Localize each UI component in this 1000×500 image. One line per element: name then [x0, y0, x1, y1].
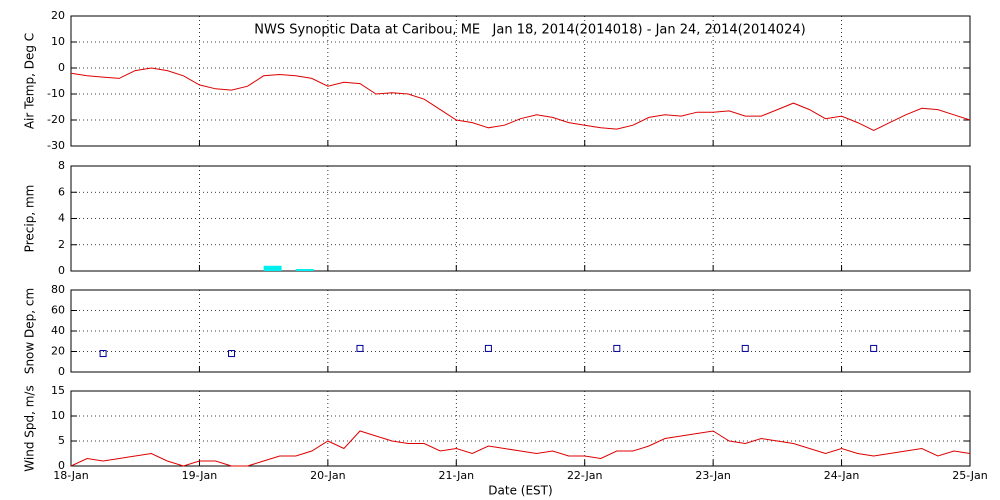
y-axis-label: Snow Dep, cm	[23, 288, 37, 374]
x-axis-label: Date (EST)	[488, 484, 552, 498]
x-tick-label: 24-Jan	[824, 469, 860, 482]
x-tick-label: 21-Jan	[439, 469, 475, 482]
y-tick-label: 80	[51, 283, 65, 296]
x-tick-label: 23-Jan	[695, 469, 731, 482]
y-tick-label: 60	[51, 304, 65, 317]
x-tick-label: 20-Jan	[310, 469, 346, 482]
x-tick-label: 22-Jan	[567, 469, 603, 482]
bar	[295, 269, 314, 271]
point	[613, 344, 621, 352]
y-tick-label: 2	[58, 238, 65, 251]
y-tick-label: 6	[58, 185, 65, 198]
x-tick-label: 18-Jan	[53, 469, 89, 482]
y-tick-label: 20	[51, 9, 65, 22]
y-axis-label: Air Temp, Deg C	[23, 33, 37, 129]
y-tick-label: 0	[58, 365, 65, 378]
chart-title: NWS Synoptic Data at Caribou, ME Jan 18,…	[254, 23, 805, 38]
y-tick-label: -30	[47, 139, 65, 152]
x-tick-label: 19-Jan	[182, 469, 218, 482]
plot-frame	[70, 390, 971, 467]
x-tick-label: 25-Jan	[952, 469, 988, 482]
y-tick-label: 4	[58, 212, 65, 225]
y-tick-label: 5	[58, 434, 65, 447]
y-tick-label: 10	[51, 35, 65, 48]
y-tick-label: 8	[58, 159, 65, 172]
data-line	[70, 67, 971, 131]
point	[228, 350, 236, 358]
y-tick-label: 10	[51, 409, 65, 422]
y-tick-label: 40	[51, 324, 65, 337]
y-tick-label: 15	[51, 384, 65, 397]
data-line	[70, 430, 971, 467]
y-tick-label: -20	[47, 113, 65, 126]
point	[741, 344, 749, 352]
y-tick-label: 0	[58, 264, 65, 277]
point	[356, 344, 364, 352]
y-tick-label: 0	[58, 61, 65, 74]
point	[870, 344, 878, 352]
bar	[263, 265, 282, 271]
y-axis-label: Precip, mm	[23, 185, 37, 253]
y-tick-label: 0	[58, 459, 65, 472]
point	[484, 344, 492, 352]
point	[99, 350, 107, 358]
y-tick-label: -10	[47, 87, 65, 100]
y-axis-label: Wind Spd, m/s	[23, 385, 37, 471]
y-tick-label: 20	[51, 345, 65, 358]
